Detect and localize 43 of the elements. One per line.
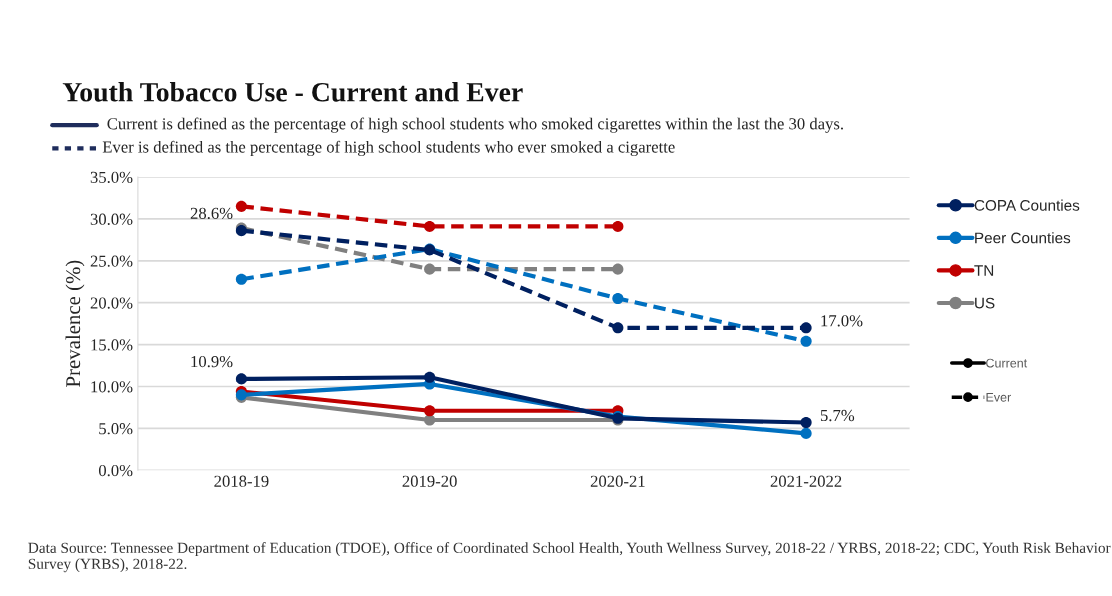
data-label: 5.7% (820, 409, 855, 422)
point (235, 273, 247, 285)
point (612, 322, 624, 334)
y-tick-label: 35.0% (90, 171, 133, 184)
point (612, 292, 624, 305)
text: Current (986, 358, 1028, 368)
y-tick-label: 5.0% (99, 423, 133, 435)
data-label: 10.9% (191, 355, 233, 368)
point (424, 263, 436, 275)
point (235, 200, 247, 212)
legend-label: US (975, 297, 995, 309)
y-tick-label: 25.0% (90, 255, 133, 267)
data-label: 28.6% (190, 207, 233, 219)
y-tick-label: 20.0% (90, 297, 133, 309)
y-tick-label: 0.0% (98, 464, 133, 477)
y-tick-label: 10.0% (91, 381, 133, 393)
legend-label: Peer Counties (975, 232, 1071, 244)
legend-label: COPA Counties (974, 199, 1080, 211)
point (800, 416, 812, 429)
point (424, 405, 436, 417)
x-tick-label: 2020-21 (590, 475, 645, 487)
text: Ever is defined as the percentage of high school students who ever smoked a cigarette (102, 140, 675, 157)
x-tick-label: 2018-19 (214, 475, 269, 487)
x-tick-label: 2019-20 (402, 475, 457, 487)
x-tick-label: 2021-2022 (770, 475, 842, 487)
point (800, 322, 812, 334)
point (800, 335, 812, 347)
y-tick-label: 30.0% (90, 213, 133, 225)
point (800, 427, 812, 439)
point (424, 371, 436, 383)
legend-label: TN (974, 265, 994, 276)
source-note: Data Source: Tennessee Department of Education (TDOE), Office of Coordinated School Health, Youth Wellness Survey, 2018-22 / YRBS, 2018-22; CDC, Youth Risk Behavior Survey (YRBS), 2018-22. (28, 542, 1111, 573)
y-axis-title: Prevalence (%) (65, 260, 85, 387)
text: Current is defined as the percentage of high school students who smoked cigarettes within the last the 30 days. (107, 117, 843, 133)
point (424, 220, 436, 232)
data-label: 17.0% (821, 315, 863, 327)
y-tick-label: 15.0% (91, 339, 133, 351)
point (424, 414, 436, 426)
point (612, 263, 624, 275)
point (612, 220, 624, 232)
point (235, 373, 247, 385)
chart-title: Youth Tobacco Use - Current and Ever (62, 82, 523, 102)
text: Ever (986, 392, 1011, 402)
